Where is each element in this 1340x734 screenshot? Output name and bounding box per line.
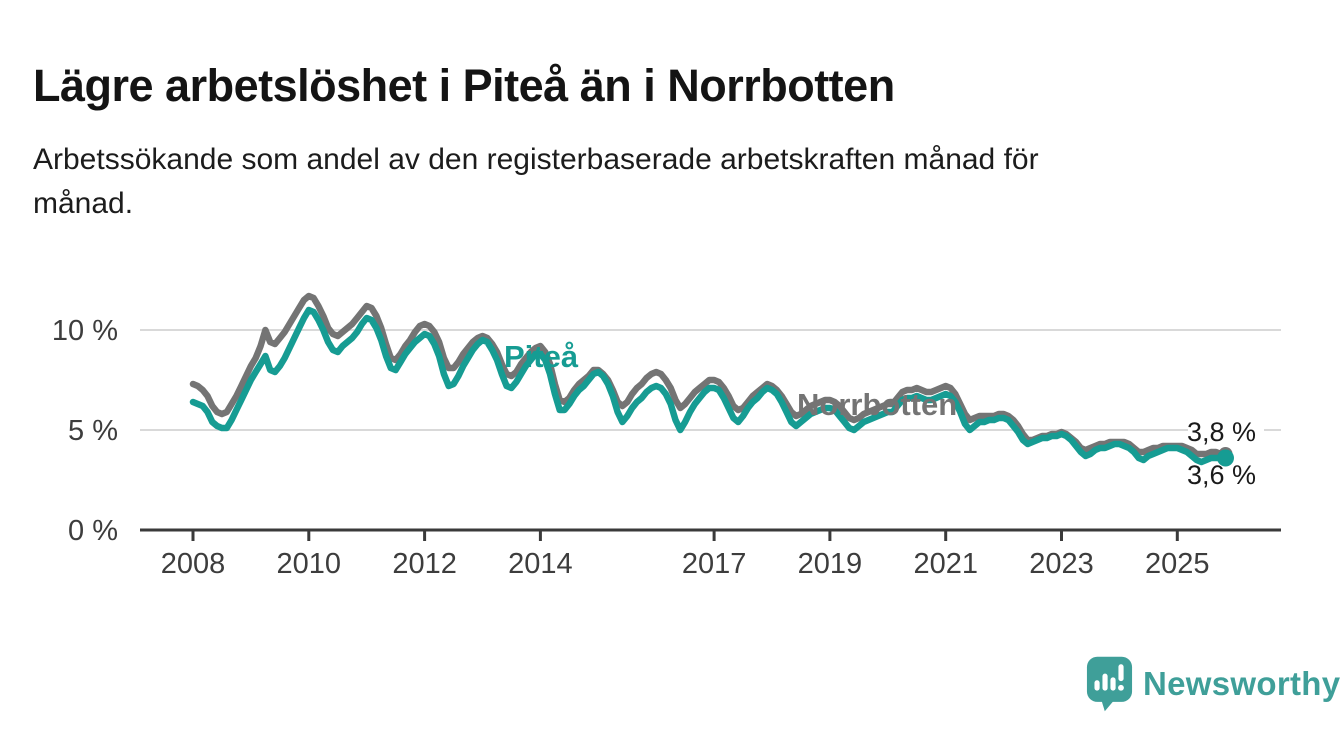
x-tick-label: 2010: [277, 548, 342, 580]
series-end-dot-pitea: [1217, 449, 1234, 467]
y-tick-label: 0 %: [68, 515, 118, 547]
y-tick-label: 5 %: [68, 415, 118, 447]
page-subtitle-line-1: Arbetssökande som andel av den registerb…: [33, 143, 1039, 176]
series-inline-label-norrbotten: Norrbotten: [797, 387, 957, 422]
x-tick-label: 2019: [798, 548, 863, 580]
series-line-pitea: [189, 306, 1229, 466]
end-label-norrbotten: 3,8 %: [1187, 417, 1256, 447]
chart-annotations: Piteå Norrbotten 3,8 % 3,6 %: [504, 339, 1264, 490]
x-tick-label: 2025: [1145, 548, 1210, 580]
end-label-backdrop: [1188, 417, 1264, 445]
x-tick-label: 2012: [392, 548, 457, 580]
x-tick-label: 2021: [913, 548, 978, 580]
end-label-pitea: 3,6 %: [1187, 460, 1256, 490]
x-tick-label: 2008: [161, 548, 226, 580]
page-subtitle: Arbetssökande som andel av den registerb…: [33, 138, 1233, 226]
newsworthy-wordmark: Newsworthy: [1143, 665, 1340, 702]
newsworthy-logo: Newsworthy: [1086, 655, 1340, 713]
newsworthy-logo-icon: [1086, 656, 1133, 712]
chart-plot-area: 2008 2010 2012 2014 2017 2019 2021 2023 2025 0 % 5…: [52, 292, 1281, 580]
page-subtitle-line-2: månad.: [33, 187, 134, 220]
y-tick-label: 10 %: [52, 315, 118, 347]
x-tick-label: 2014: [508, 548, 573, 580]
x-tick-label: 2023: [1029, 548, 1094, 580]
series-inline-label-pitea: Piteå: [504, 339, 579, 374]
page-title: Lägre arbetslöshet i Piteå än i Norrbott…: [33, 60, 895, 112]
x-tick-label: 2017: [682, 548, 747, 580]
